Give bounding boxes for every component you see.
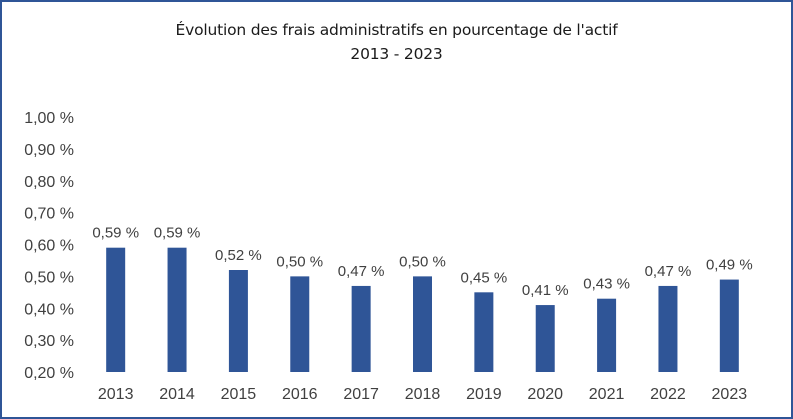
bar-2016 [290, 276, 310, 372]
chart-title-block: Évolution des frais administratifs en po… [0, 18, 793, 66]
bar-2017 [351, 285, 371, 372]
x-tick-label-2018: 2018 [405, 386, 441, 403]
bar-2013 [106, 247, 126, 372]
bar-2014 [167, 247, 187, 372]
data-label-2019: 0,45 % [461, 269, 508, 286]
bar-2021 [597, 298, 617, 372]
y-tick-label: 0,40 % [24, 301, 74, 318]
chart-title: Évolution des frais administratifs en po… [175, 21, 618, 39]
y-tick-label: 0,20 % [24, 365, 74, 382]
data-label-2013: 0,59 % [92, 225, 139, 242]
y-tick-label: 0,50 % [24, 269, 74, 286]
bar-2022 [658, 285, 678, 372]
y-tick-label: 1,00 % [24, 110, 74, 127]
x-tick-label-2020: 2020 [527, 386, 563, 403]
data-label-2022: 0,47 % [645, 263, 692, 280]
data-label-2021: 0,43 % [583, 276, 630, 293]
data-label-2020: 0,41 % [522, 282, 569, 299]
x-tick-label-2023: 2023 [712, 386, 748, 403]
bar-2018 [413, 276, 432, 372]
bar-2023 [719, 279, 739, 372]
chart-subtitle: 2013 - 2023 [350, 45, 443, 63]
x-tick-label-2017: 2017 [343, 386, 379, 403]
data-label-2016: 0,50 % [276, 253, 323, 270]
y-tick-label: 0,80 % [24, 174, 74, 191]
x-tick-label-2021: 2021 [589, 386, 625, 403]
x-tick-label-2022: 2022 [650, 386, 686, 403]
y-tick-label: 0,30 % [24, 333, 74, 350]
x-tick-label-2016: 2016 [282, 386, 318, 403]
bar-2015 [228, 270, 248, 372]
data-label-2017: 0,47 % [338, 263, 385, 280]
x-tick-label-2013: 2013 [98, 386, 134, 403]
data-label-2014: 0,59 % [154, 225, 201, 242]
data-label-2018: 0,50 % [399, 253, 446, 270]
x-tick-label-2019: 2019 [466, 386, 502, 403]
y-tick-label: 0,70 % [24, 206, 74, 223]
y-tick-label: 0,90 % [24, 142, 74, 159]
data-label-2015: 0,52 % [215, 247, 262, 264]
x-tick-label-2014: 2014 [159, 386, 195, 403]
y-tick-label: 0,60 % [24, 238, 74, 255]
x-tick-label-2015: 2015 [221, 386, 257, 403]
data-label-2023: 0,49 % [706, 257, 753, 274]
bar-2020 [535, 305, 555, 372]
bar-2019 [474, 292, 494, 372]
